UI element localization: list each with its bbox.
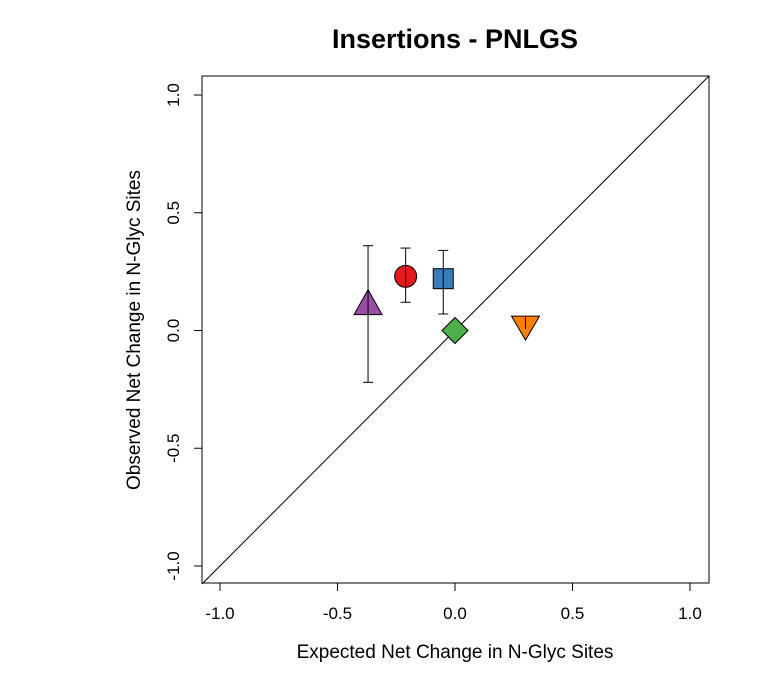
x-tick-label: -1.0 [205, 604, 234, 623]
error-bar [438, 249, 449, 315]
data-point-square [432, 249, 454, 315]
x-tick-label: 0.5 [561, 604, 585, 623]
y-axis-label: Observed Net Change in N-Glyc Sites [124, 170, 145, 490]
x-tick-label: -0.5 [323, 604, 352, 623]
y-axis: -1.0 -0.5 0.0 0.5 1.0 [164, 83, 203, 581]
data-point-circle [394, 247, 418, 303]
y-tick-label: -0.5 [164, 434, 183, 463]
x-axis: -1.0 -0.5 0.0 0.5 1.0 [205, 582, 702, 623]
data-points [353, 245, 541, 383]
data-point-diamond [441, 316, 469, 345]
x-axis-label: Expected Net Change in N-Glyc Sites [297, 642, 614, 663]
data-point-triangle-up [353, 245, 383, 383]
y-tick-label: -1.0 [164, 551, 183, 580]
data-point-triangle-down [510, 315, 541, 342]
error-bar [400, 247, 411, 303]
marker-diamond [441, 316, 469, 345]
y-tick-label: 0.5 [164, 201, 183, 225]
y-tick-label: 1.0 [164, 83, 183, 107]
error-bar [363, 245, 374, 383]
y-tick-label: 0.0 [164, 319, 183, 343]
chart-title: Insertions - PNLGS [332, 24, 578, 54]
x-tick-label: 1.0 [678, 604, 702, 623]
x-tick-label: 0.0 [443, 604, 467, 623]
